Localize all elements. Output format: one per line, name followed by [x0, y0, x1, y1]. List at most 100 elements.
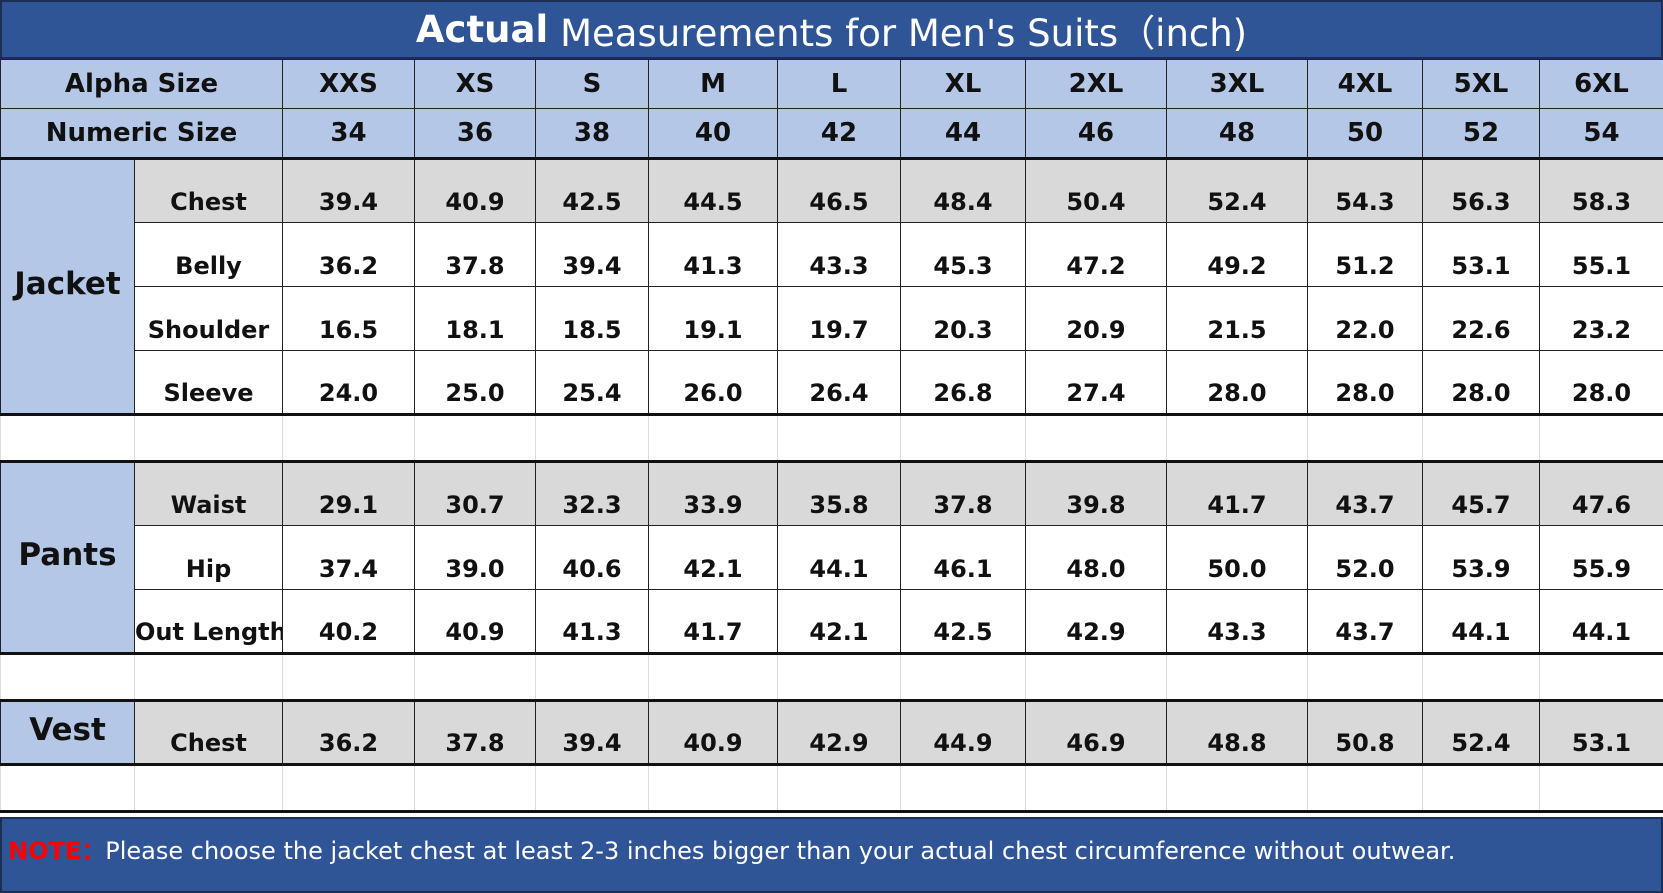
title-bold: Actual: [415, 8, 549, 51]
numeric-size-cell: 42: [777, 108, 901, 160]
section-label-jacket: Jacket: [0, 158, 135, 415]
measurement-value: 35.8: [777, 461, 901, 526]
measurement-label: Shoulder: [134, 286, 283, 351]
numeric-size-cell: 38: [535, 108, 649, 160]
alpha-size-cell: 4XL: [1307, 59, 1423, 109]
measurement-value: 30.7: [414, 461, 536, 526]
measurement-value: 25.0: [414, 350, 536, 415]
spacer-cell: [1166, 413, 1308, 463]
spacer-cell: [282, 652, 415, 702]
measurement-value: 46.1: [900, 525, 1026, 590]
measurement-value: 43.3: [777, 222, 901, 287]
spacer-cell: [1166, 652, 1308, 702]
numeric-size-label: Numeric Size: [0, 108, 283, 160]
measurement-value: 24.0: [282, 350, 415, 415]
measurement-value: 37.8: [900, 461, 1026, 526]
spacer-cell: [1025, 763, 1167, 813]
measurement-value: 41.7: [1166, 461, 1308, 526]
measurement-value: 50.4: [1025, 158, 1167, 223]
measurement-value: 45.7: [1422, 461, 1540, 526]
size-table: Alpha Size XXS XS S M L XL 2XL 3XL 4XL 5XL 6XL Numer…: [0, 59, 1663, 813]
alpha-size-cell: 6XL: [1539, 59, 1663, 109]
measurement-label: Belly: [134, 222, 283, 287]
measurement-value: 32.3: [535, 461, 649, 526]
spacer-cell: [282, 763, 415, 813]
measurement-value: 40.9: [648, 700, 778, 765]
measurement-value: 47.6: [1539, 461, 1663, 526]
spacer-cell: [900, 652, 1026, 702]
spacer-cell: [134, 652, 283, 702]
measurement-label: Out Length: [134, 589, 283, 654]
numeric-size-row: Numeric Size 34 36 38 40 42 44 46 48 50 52 54: [0, 108, 1663, 160]
table-row: Shoulder 16.5 18.1 18.5 19.1 19.7 20.3 20.9 21.5…: [1, 286, 1663, 351]
section-label-vest: Vest: [0, 700, 135, 765]
measurement-value: 37.8: [414, 222, 536, 287]
spacer-cell: [1025, 413, 1167, 463]
measurement-value: 28.0: [1422, 350, 1540, 415]
measurement-value: 42.5: [535, 158, 649, 223]
numeric-size-cell: 54: [1539, 108, 1663, 160]
measurement-value: 44.5: [648, 158, 778, 223]
numeric-size-cell: 44: [900, 108, 1026, 160]
spacer-cell: [0, 763, 135, 813]
measurement-label: Chest: [134, 700, 283, 765]
measurement-value: 50.0: [1166, 525, 1308, 590]
note-text: Please choose the jacket chest at least …: [105, 837, 1456, 865]
measurement-value: 28.0: [1166, 350, 1308, 415]
spacer-cell: [1025, 652, 1167, 702]
spacer-cell: [282, 413, 415, 463]
measurement-value: 33.9: [648, 461, 778, 526]
table-row: Vest Chest 36.2 37.8 39.4 40.9 42.9 44.9 46.9 48.…: [0, 700, 1663, 765]
measurement-value: 16.5: [282, 286, 415, 351]
table-row: Sleeve 24.0 25.0 25.4 26.0 26.4 26.8 27.4 28.0 28…: [1, 350, 1663, 415]
measurement-value: 36.2: [282, 700, 415, 765]
measurement-value: 22.0: [1307, 286, 1423, 351]
alpha-size-cell: XS: [414, 59, 536, 109]
measurement-value: 18.1: [414, 286, 536, 351]
measurement-value: 39.4: [282, 158, 415, 223]
measurement-value: 45.3: [900, 222, 1026, 287]
measurement-label: Sleeve: [134, 350, 283, 415]
spacer-cell: [0, 413, 135, 463]
alpha-size-cell: 3XL: [1166, 59, 1308, 109]
measurement-value: 52.4: [1422, 700, 1540, 765]
table-row: Jacket Chest 39.4 40.9 42.5 44.5 46.5 48.4 50.4 5…: [0, 158, 1663, 415]
spacer-cell: [900, 763, 1026, 813]
measurement-value: 55.9: [1539, 525, 1663, 590]
spacer-cell: [1539, 413, 1663, 463]
measurement-value: 29.1: [282, 461, 415, 526]
measurement-value: 22.6: [1422, 286, 1540, 351]
table-row: Hip 37.4 39.0 40.6 42.1 44.1 46.1 48.0 50.0 52.0 5…: [1, 525, 1663, 590]
measurement-value: 48.8: [1166, 700, 1308, 765]
spacer-cell: [777, 413, 901, 463]
numeric-size-cell: 40: [648, 108, 778, 160]
measurement-value: 44.9: [900, 700, 1026, 765]
numeric-size-cell: 46: [1025, 108, 1167, 160]
section-label-pants: Pants: [0, 461, 135, 654]
spacer-cell: [134, 763, 283, 813]
alpha-size-cell: 5XL: [1422, 59, 1540, 109]
measurement-value: 39.4: [535, 700, 649, 765]
measurement-value: 40.2: [282, 589, 415, 654]
spacer-cell: [1307, 652, 1423, 702]
measurement-value: 43.7: [1307, 589, 1423, 654]
measurement-value: 54.3: [1307, 158, 1423, 223]
spacer-cell: [1422, 652, 1540, 702]
spacer-cell: [535, 413, 649, 463]
note-bar: NOTE：Please choose the jacket chest at l…: [0, 817, 1663, 893]
table-row: Pants Waist 29.1 30.7 32.3 33.9 35.8 37.8 39.8 41…: [0, 461, 1663, 654]
spacer-cell: [1307, 763, 1423, 813]
note-prefix: NOTE：: [8, 837, 106, 865]
alpha-size-cell: S: [535, 59, 649, 109]
measurement-value: 43.7: [1307, 461, 1423, 526]
measurement-value: 53.1: [1422, 222, 1540, 287]
measurement-label: Hip: [134, 525, 283, 590]
measurement-value: 26.8: [900, 350, 1026, 415]
measurement-value: 39.4: [535, 222, 649, 287]
measurement-value: 28.0: [1307, 350, 1423, 415]
measurement-value: 18.5: [535, 286, 649, 351]
numeric-size-cell: 48: [1166, 108, 1308, 160]
measurement-value: 56.3: [1422, 158, 1540, 223]
measurement-value: 40.9: [414, 158, 536, 223]
measurement-value: 40.9: [414, 589, 536, 654]
